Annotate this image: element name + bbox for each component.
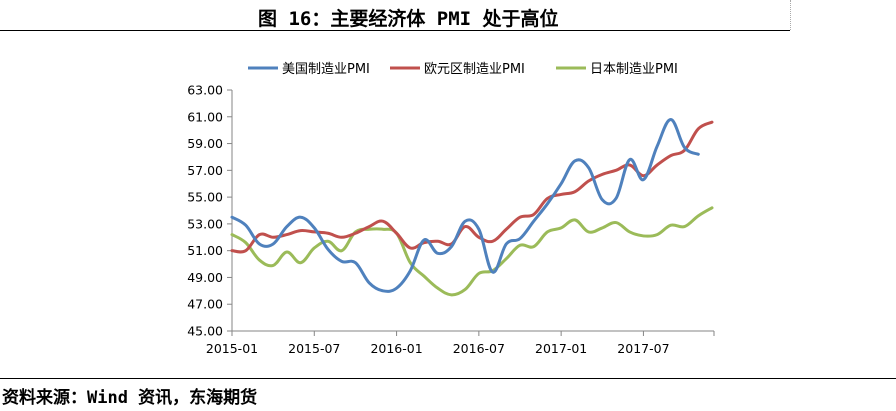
x-tick-label: 2016-07 [453,341,505,356]
x-tick-label: 2017-07 [617,341,669,356]
series-line-1 [230,120,714,254]
y-tick-label: 57.00 [187,163,223,178]
footer-divider [0,378,896,379]
legend-label: 美国制造业PMI [282,62,370,77]
y-tick-label: 63.00 [187,83,223,98]
y-tick-label: 55.00 [187,190,223,205]
y-tick-label: 45.00 [187,324,223,339]
series-line-2 [230,206,714,297]
x-tick-label: 2016-01 [370,341,422,356]
y-tick-label: 53.00 [187,216,223,231]
y-tick-label: 59.00 [187,136,223,151]
figure-title: 图 16：主要经济体 PMI 处于高位 [258,8,559,30]
legend-label: 日本制造业PMI [590,62,678,77]
x-tick-label: 2015-07 [288,341,340,356]
y-tick-label: 49.00 [187,270,223,285]
y-tick-label: 47.00 [187,297,223,312]
x-tick-label: 2017-01 [535,341,587,356]
title-bar: 图 16：主要经济体 PMI 处于高位 [0,0,790,31]
chart-area: 63.00 61.00 59.00 57.00 55.00 53.00 51.00 49.00… [0,30,896,378]
legend-label: 欧元区制造业PMI [424,62,525,77]
y-tick-label: 51.00 [187,243,223,258]
pmi-line-chart: 63.00 61.00 59.00 57.00 55.00 53.00 51.00 49.00… [187,62,715,356]
series-line-0 [230,117,700,293]
title-divider [790,0,792,30]
y-tick-label: 61.00 [187,109,223,124]
x-tick-label: 2015-01 [206,341,258,356]
source-note: 资料来源：Wind 资讯，东海期货 [2,388,258,408]
